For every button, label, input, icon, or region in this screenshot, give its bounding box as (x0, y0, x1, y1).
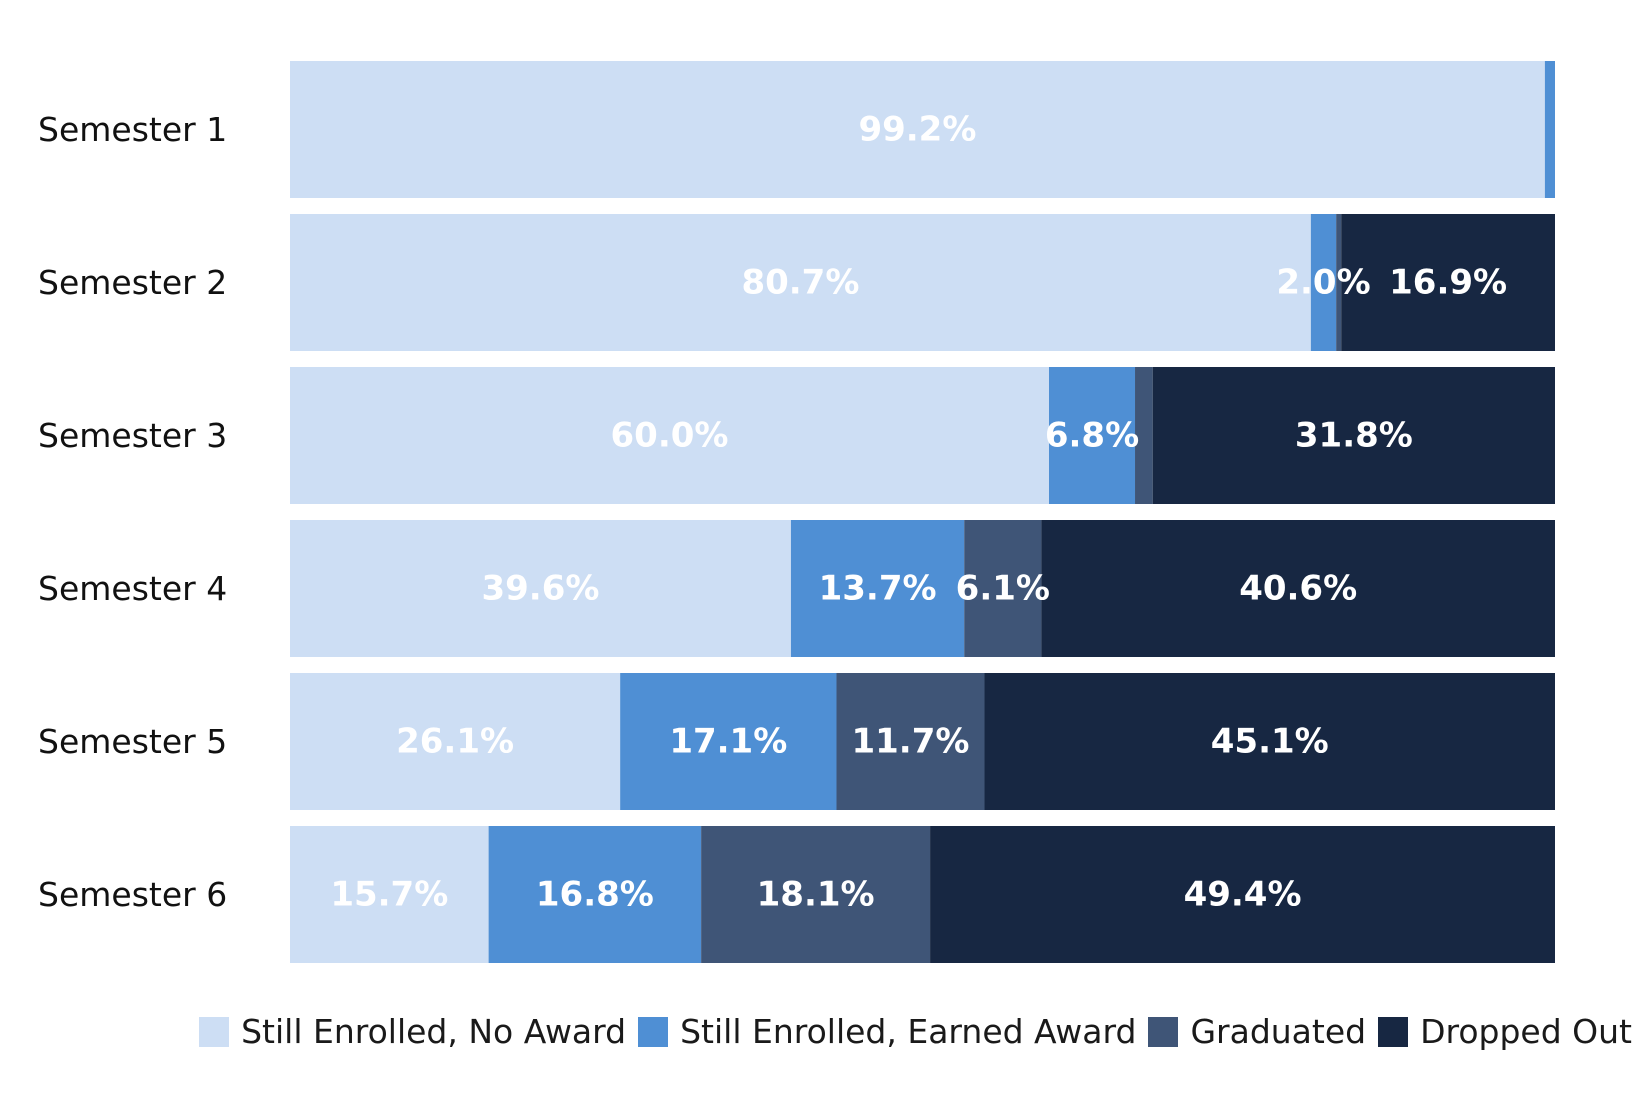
data-label-still-enrolled-earned-award-semester-4: 13.7% (819, 569, 937, 609)
bar-segment-still-enrolled-no-award-semester-4 (290, 520, 791, 657)
legend-item-dropped-out: Dropped Out (1378, 1012, 1632, 1051)
data-label-graduated-semester-6: 18.1% (757, 875, 875, 915)
category-label-semester-1: Semester 1 (38, 110, 227, 149)
bar-segment-still-enrolled-no-award-semester-6 (290, 826, 489, 963)
data-label-graduated-semester-5: 11.7% (851, 722, 969, 762)
bar-segment-still-enrolled-no-award-semester-2 (290, 214, 1311, 351)
data-label-graduated-semester-4: 6.1% (956, 569, 1050, 609)
bar-segment-still-enrolled-earned-award-semester-1 (1544, 61, 1555, 198)
bar-segment-still-enrolled-no-award-semester-5 (290, 673, 621, 810)
data-label-dropped-out-semester-5: 45.1% (1211, 722, 1329, 762)
bar-segment-graduated-semester-2 (1336, 214, 1342, 351)
chart-legend: Still Enrolled, No Award Still Enrolled, … (0, 1012, 1650, 1051)
chart-plot: Semester 1 99.2% Semester 2 80.7% 2.0% 16.9% S… (38, 61, 1555, 963)
data-label-dropped-out-semester-2: 16.9% (1389, 263, 1507, 303)
legend-swatch-dropped-out (1378, 1016, 1409, 1047)
legend-swatch-still-enrolled-no-award (199, 1016, 230, 1047)
legend-swatch-graduated (1148, 1016, 1179, 1047)
category-label-semester-2: Semester 2 (38, 263, 227, 302)
data-label-still-enrolled-no-award-semester-5: 26.1% (396, 722, 514, 762)
data-label-still-enrolled-earned-award-semester-5: 17.1% (669, 722, 787, 762)
bar-segment-graduated-semester-4 (964, 520, 1042, 657)
data-label-still-enrolled-no-award-semester-6: 15.7% (330, 875, 448, 915)
bar-segment-graduated-semester-5 (836, 673, 985, 810)
category-label-semester-3: Semester 3 (38, 416, 227, 455)
data-label-still-enrolled-no-award-semester-3: 60.0% (611, 416, 729, 456)
legend-label-still-enrolled-no-award: Still Enrolled, No Award (241, 1012, 627, 1051)
bar-segment-still-enrolled-no-award-semester-1 (290, 61, 1545, 198)
bar-segment-graduated-semester-6 (701, 826, 931, 963)
bar-segment-dropped-out-semester-3 (1152, 367, 1555, 504)
legend-item-still-enrolled-no-award: Still Enrolled, No Award (199, 1012, 626, 1051)
legend-label-still-enrolled-earned-award: Still Enrolled, Earned Award (680, 1012, 1137, 1051)
category-label-semester-5: Semester 5 (38, 722, 227, 761)
legend-label-graduated: Graduated (1190, 1012, 1367, 1051)
bar-segment-dropped-out-semester-2 (1341, 214, 1555, 351)
data-label-still-enrolled-earned-award-semester-2: 2.0% (1276, 263, 1370, 303)
bar-segment-dropped-out-semester-6 (930, 826, 1555, 963)
legend-item-still-enrolled-earned-award: Still Enrolled, Earned Award (638, 1012, 1136, 1051)
legend-label-dropped-out: Dropped Out (1420, 1012, 1632, 1051)
bar-segment-still-enrolled-earned-award-semester-6 (488, 826, 702, 963)
data-label-still-enrolled-no-award-semester-2: 80.7% (741, 263, 859, 303)
bar-segment-graduated-semester-3 (1135, 367, 1153, 504)
data-label-dropped-out-semester-6: 49.4% (1184, 875, 1302, 915)
data-label-dropped-out-semester-4: 40.6% (1239, 569, 1357, 609)
legend-swatch-still-enrolled-earned-award (638, 1016, 669, 1047)
data-label-still-enrolled-earned-award-semester-6: 16.8% (536, 875, 654, 915)
bar-segment-still-enrolled-earned-award-semester-5 (620, 673, 837, 810)
category-label-semester-4: Semester 4 (38, 569, 227, 608)
bar-segment-still-enrolled-no-award-semester-3 (290, 367, 1049, 504)
data-label-dropped-out-semester-3: 31.8% (1295, 416, 1413, 456)
bar-segment-dropped-out-semester-5 (984, 673, 1555, 810)
bar-segment-still-enrolled-earned-award-semester-4 (790, 520, 965, 657)
data-label-still-enrolled-no-award-semester-4: 39.6% (481, 569, 599, 609)
data-label-still-enrolled-no-award-semester-1: 99.2% (858, 110, 976, 150)
bar-segment-still-enrolled-earned-award-semester-3 (1049, 367, 1136, 504)
bar-segment-dropped-out-semester-4 (1041, 520, 1555, 657)
legend-item-graduated: Graduated (1148, 1012, 1366, 1051)
bar-segment-still-enrolled-earned-award-semester-2 (1310, 214, 1337, 351)
category-label-semester-6: Semester 6 (38, 875, 227, 914)
data-label-still-enrolled-earned-award-semester-3: 6.8% (1045, 416, 1139, 456)
